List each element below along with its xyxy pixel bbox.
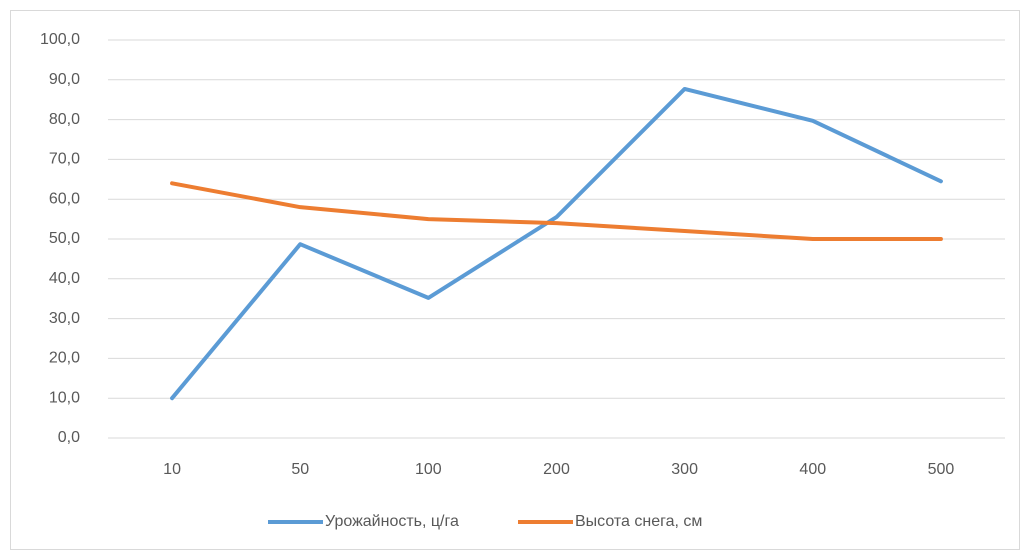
y-tick-label: 30,0: [49, 310, 80, 327]
y-tick-label: 70,0: [49, 151, 80, 168]
x-tick-label: 200: [543, 461, 570, 478]
y-tick-label: 10,0: [49, 389, 80, 406]
y-tick-label: 40,0: [49, 270, 80, 287]
y-tick-label: 60,0: [49, 190, 80, 207]
series-line: [170, 181, 943, 241]
legend-label: Высота снега, см: [575, 513, 702, 530]
x-tick-label: 300: [671, 461, 698, 478]
y-tick-label: 50,0: [49, 230, 80, 247]
y-tick-label: 20,0: [49, 350, 80, 367]
legend-label: Урожайность, ц/га: [325, 513, 459, 530]
x-tick-label: 100: [415, 461, 442, 478]
y-tick-label: 90,0: [49, 71, 80, 88]
x-tick-label: 500: [928, 461, 955, 478]
chart-border: [10, 10, 1020, 550]
x-tick-label: 10: [163, 461, 181, 478]
x-tick-label: 400: [799, 461, 826, 478]
y-tick-label: 100,0: [40, 31, 80, 48]
y-tick-label: 80,0: [49, 111, 80, 128]
x-tick-label: 50: [291, 461, 309, 478]
y-tick-label: 0,0: [58, 429, 80, 446]
series-line: [170, 86, 943, 401]
